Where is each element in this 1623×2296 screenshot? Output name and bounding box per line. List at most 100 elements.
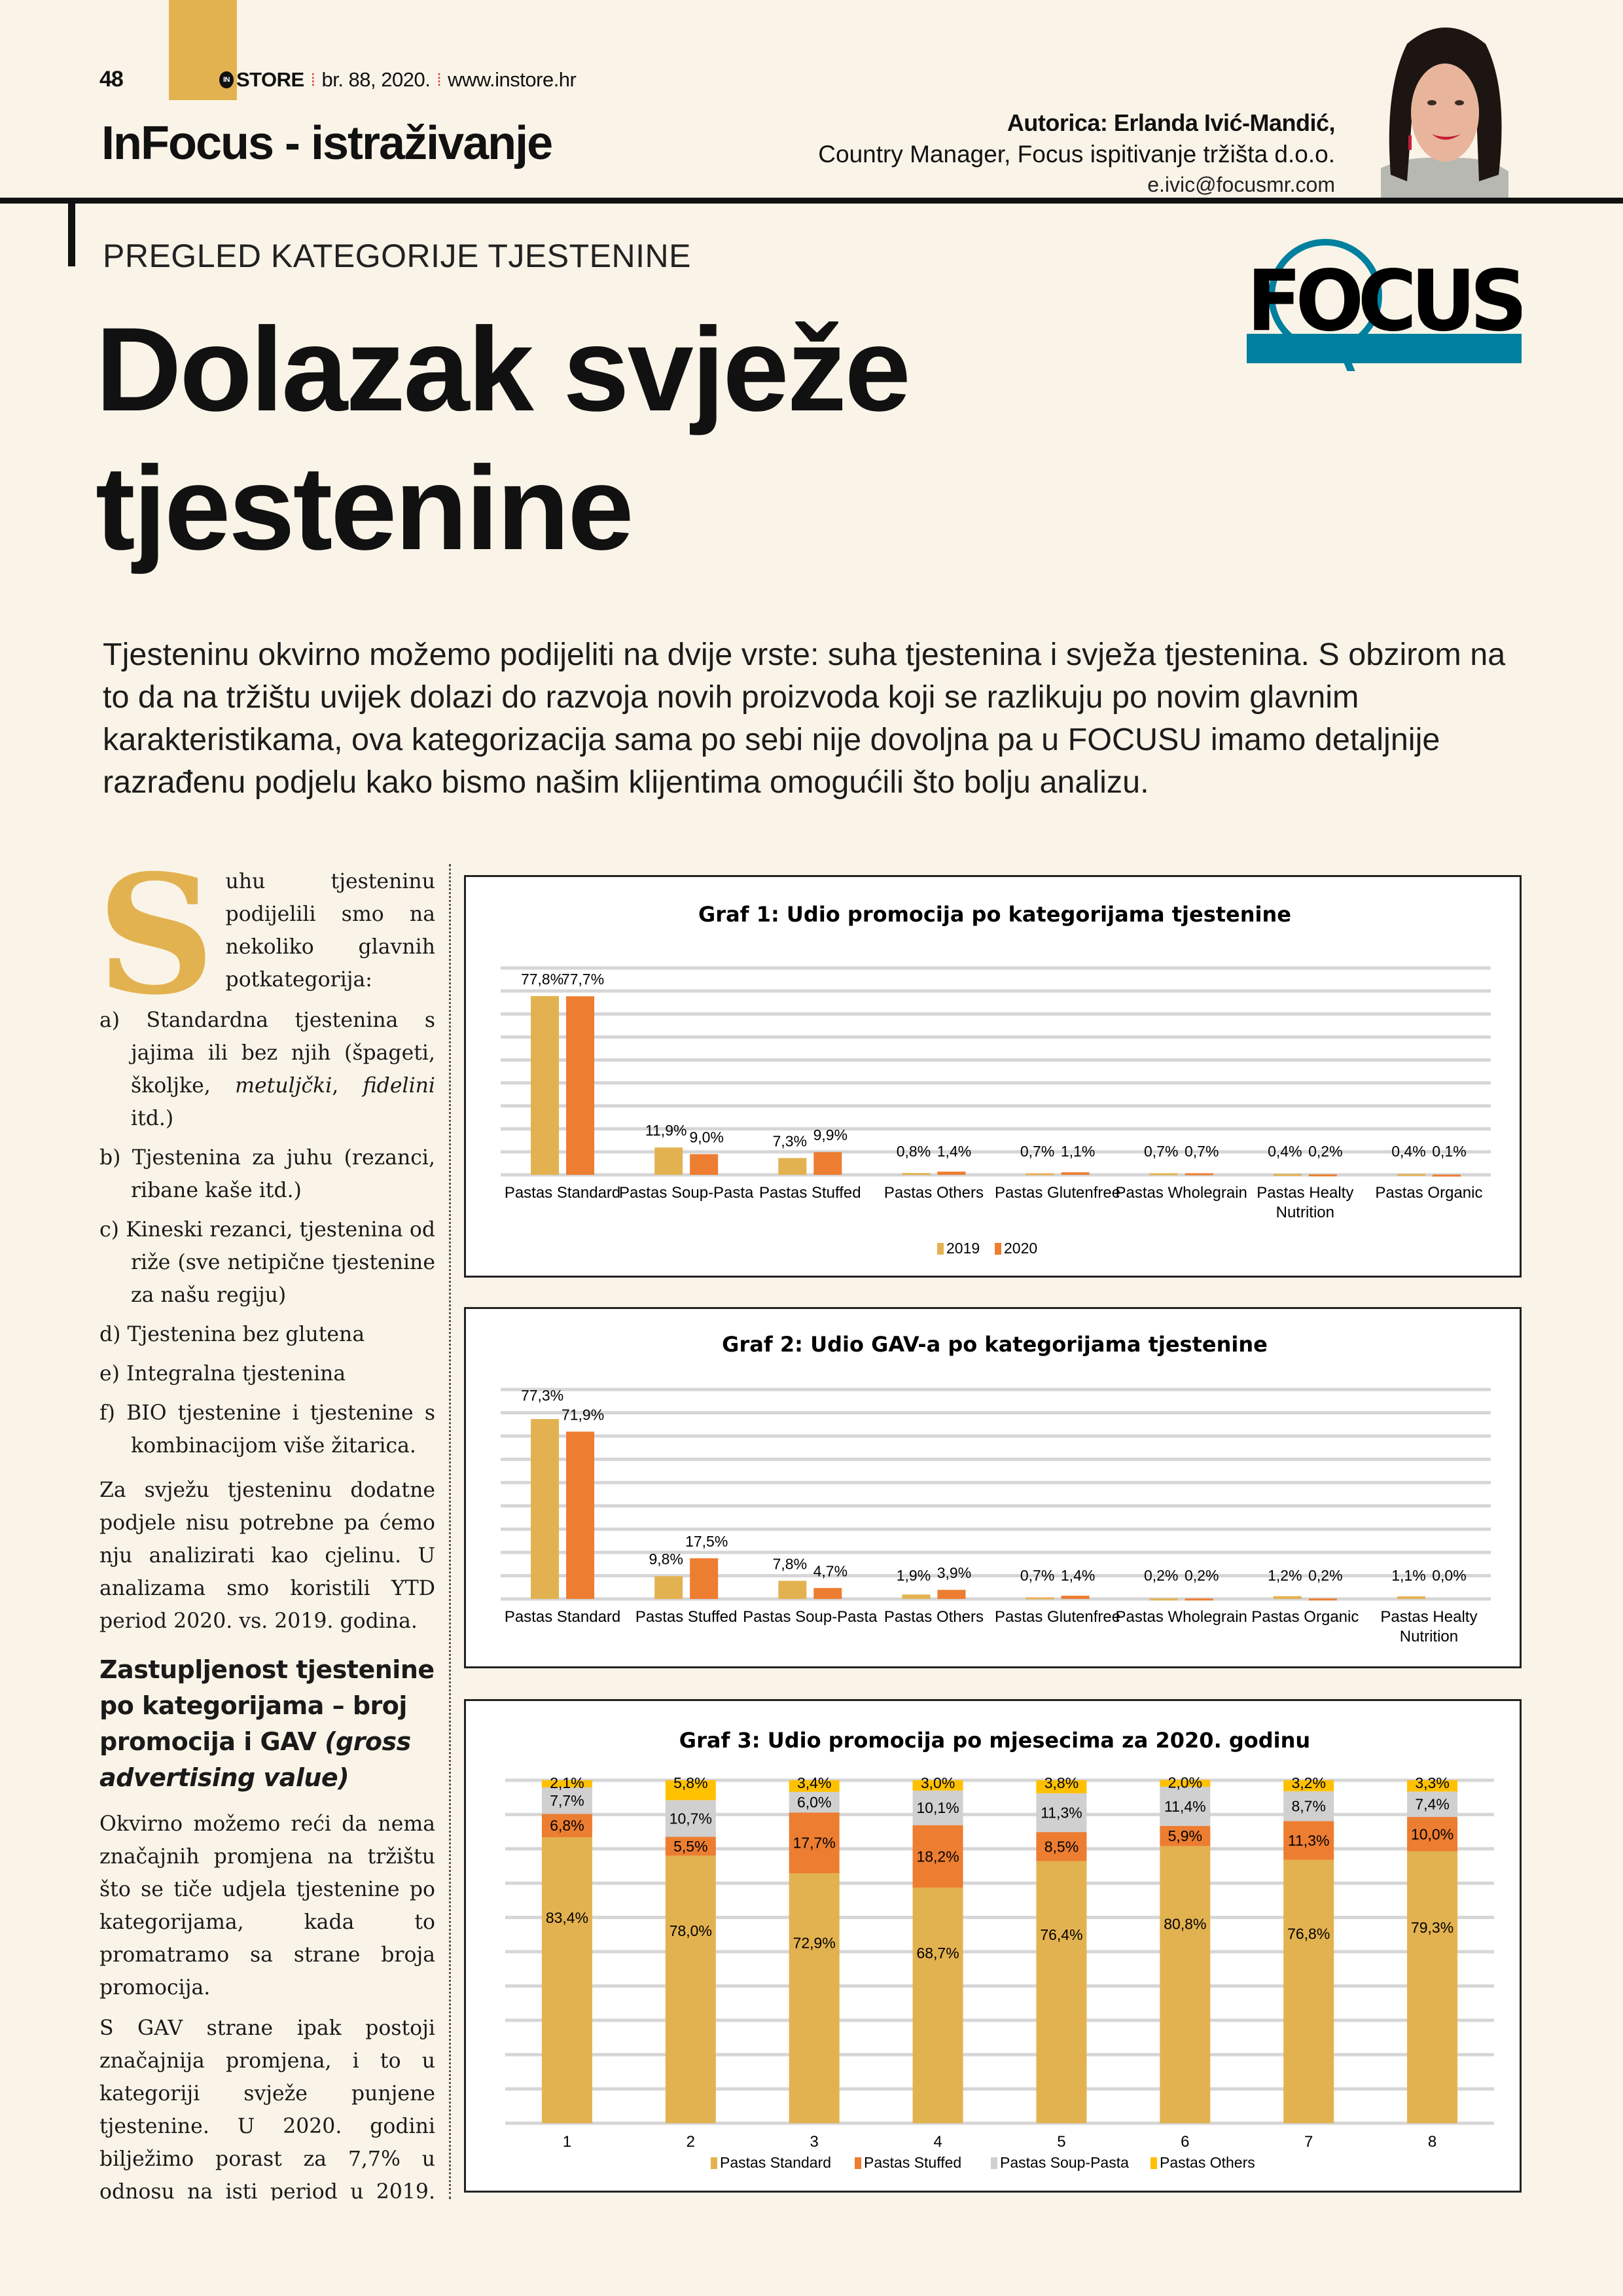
data-label: 11,9%: [645, 1122, 687, 1139]
data-label: 2,0%: [1168, 1774, 1202, 1791]
list-text: ,: [332, 1074, 363, 1098]
data-label: 0,2%: [1144, 1567, 1178, 1584]
chart-graf-1: Graf 1: Udio promocija po kategorijama t…: [464, 875, 1522, 1278]
column-divider: [449, 864, 451, 2199]
author-name: Autorica: Erlanda Ivić-Mandić,: [1007, 109, 1336, 136]
author-email[interactable]: e.ivic@focusmr.com: [1147, 173, 1335, 196]
divider: ⁞: [310, 69, 315, 90]
bar: [654, 1576, 683, 1599]
legend-label: Pastas Soup-Pasta: [1000, 2154, 1129, 2171]
legend-label: Pastas Standard: [720, 2154, 831, 2171]
bar: [1185, 1173, 1213, 1175]
instore-logo-text: STORE: [236, 68, 304, 91]
author-block: Autorica: Erlanda Ivić-Mandić, Country M…: [818, 107, 1335, 199]
issue-info: br. 88, 2020.: [321, 68, 431, 91]
data-label: 3,3%: [1415, 1774, 1449, 1791]
bar-segment: [665, 1856, 716, 2123]
data-label: 9,0%: [689, 1128, 723, 1145]
list-marker: d): [99, 1323, 121, 1346]
bar-segment: [1160, 1780, 1211, 1787]
data-label: 0,7%: [1020, 1567, 1054, 1584]
data-label: 10,7%: [669, 1810, 712, 1827]
category-label: Pastas Glutenfree: [995, 1608, 1120, 1626]
website-link[interactable]: www.instore.hr: [448, 68, 577, 91]
category-label: 2: [687, 2133, 695, 2151]
data-label: 17,7%: [793, 1835, 836, 1852]
bar-segment: [1036, 1861, 1087, 2123]
data-label: 18,2%: [916, 1848, 959, 1865]
chart-title: Graf 2: Udio GAV-a po kategorijama tjest…: [722, 1332, 1268, 1357]
list-text-italic: metuljčki: [235, 1074, 332, 1098]
article-intro: Tjesteninu okvirno možemo podijeliti na …: [103, 637, 1506, 800]
category-label: Pastas Others: [884, 1608, 984, 1626]
bar-segment: [1160, 1786, 1211, 1826]
list-item: e) Integralna tjestenina: [99, 1357, 435, 1390]
list-item: d) Tjestenina bez glutena: [99, 1318, 435, 1351]
bar: [1026, 1173, 1054, 1175]
article-title-line: tjestenine: [96, 441, 634, 575]
bar-segment: [541, 1814, 592, 1837]
chart-svg: Graf 1: Udio promocija po kategorijama t…: [501, 902, 1491, 1257]
list-text-italic: fidelini: [363, 1074, 435, 1098]
category-label: Pastas Others: [884, 1184, 984, 1202]
data-label: 77,8%: [521, 971, 563, 988]
list-text: itd.): [131, 1107, 174, 1130]
category-label: 1: [563, 2133, 571, 2151]
subheading-italic: (gross advertising value): [99, 1727, 411, 1792]
category-label: Pastas Soup-Pasta: [619, 1184, 754, 1202]
bar-segment: [541, 1780, 592, 1788]
chart-graf-2: Graf 2: Udio GAV-a po kategorijama tjest…: [464, 1307, 1522, 1668]
data-label: 79,3%: [1411, 1919, 1454, 1936]
data-label: 71,9%: [562, 1406, 604, 1423]
focus-logo-text: FOCUS: [1247, 253, 1522, 350]
data-label: 3,8%: [1044, 1774, 1079, 1791]
bar: [902, 1173, 931, 1175]
list-item: a) Standardna tjestenina s jajima ili be…: [99, 1004, 435, 1135]
bar: [1308, 1598, 1337, 1601]
bar-segment: [912, 1790, 963, 1825]
header-rule: [0, 198, 1623, 204]
body-paragraph: S GAV strane ipak postoji značajnija pro…: [99, 2017, 435, 2200]
list-marker: e): [99, 1362, 120, 1386]
bar: [1061, 1172, 1090, 1175]
chart-svg: Graf 3: Udio promocija po mjesecima za 2…: [505, 1728, 1494, 2171]
bar: [902, 1594, 931, 1599]
legend-swatch: [855, 2157, 861, 2169]
list-text: Integralna tjestenina: [126, 1362, 346, 1386]
bar: [1026, 1597, 1054, 1600]
data-label: 6,0%: [797, 1794, 831, 1811]
category-label: Pastas Organic: [1375, 1184, 1482, 1202]
list-text: BIO tjestenine i tjestenine s kombinacij…: [126, 1401, 435, 1458]
data-label: 7,3%: [773, 1132, 807, 1149]
list-item: c) Kineski rezanci, tjestenina od riže (…: [99, 1213, 435, 1312]
bar-segment: [789, 1812, 840, 1874]
chart-svg: Graf 2: Udio GAV-a po kategorijama tjest…: [501, 1332, 1491, 1645]
list-item: f) BIO tjestenine i tjestenine s kombina…: [99, 1397, 435, 1462]
legend-swatch: [937, 1243, 944, 1255]
bar-segment: [541, 1787, 592, 1814]
data-label: 9,8%: [649, 1551, 683, 1568]
instore-logo: IN STORE: [219, 68, 304, 92]
bar: [1149, 1598, 1178, 1601]
data-label: 72,9%: [793, 1935, 836, 1952]
data-label: 3,0%: [921, 1774, 955, 1791]
list-marker: f): [99, 1401, 115, 1425]
category-label: 3: [810, 2133, 819, 2151]
bar: [1273, 1174, 1302, 1176]
category-label: Pastas Wholegrain: [1115, 1184, 1247, 1202]
bar-segment: [1036, 1780, 1087, 1793]
data-label: 76,4%: [1040, 1926, 1082, 1943]
data-label: 83,4%: [546, 1909, 588, 1926]
data-label: 1,2%: [1268, 1567, 1302, 1584]
category-label: Pastas Wholegrain: [1115, 1608, 1247, 1626]
paragraph-text: uhu tjesteninu podijelili smo na nekolik…: [225, 870, 435, 992]
bar-segment: [1036, 1832, 1087, 1861]
bar: [937, 1172, 966, 1175]
masthead: IN STORE ⁞ br. 88, 2020. ⁞ www.instore.h…: [219, 68, 577, 92]
bar: [1432, 1174, 1461, 1177]
data-label: 0,8%: [897, 1143, 931, 1160]
subheading-text: Zastupljenost tjestenine po kategorijama…: [99, 1655, 435, 1756]
data-label: 17,5%: [685, 1533, 728, 1550]
category-label: Pastas Stuffed: [759, 1184, 861, 1202]
